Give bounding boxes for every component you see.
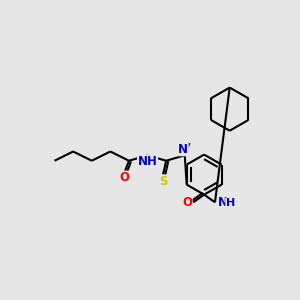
Text: S: S: [159, 175, 167, 188]
Text: NH: NH: [138, 155, 158, 168]
Text: N: N: [178, 143, 188, 156]
Text: H: H: [226, 198, 235, 208]
Text: O: O: [119, 171, 129, 184]
Text: N: N: [218, 196, 228, 209]
Text: O: O: [182, 196, 192, 209]
